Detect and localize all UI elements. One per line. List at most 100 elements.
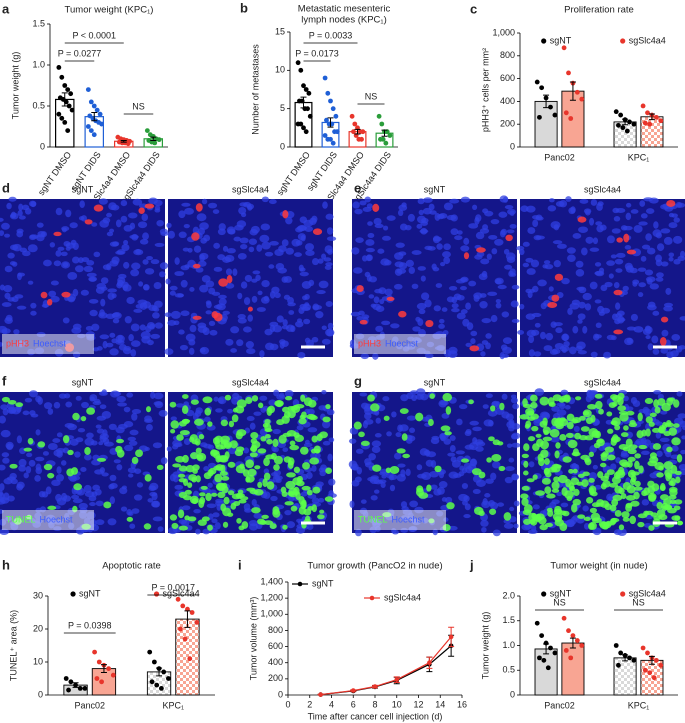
nucleus xyxy=(18,215,26,220)
nucleus xyxy=(102,340,108,349)
nucleus xyxy=(560,502,569,508)
nucleus xyxy=(554,343,565,350)
marker xyxy=(427,660,432,666)
stained-cell xyxy=(257,481,263,489)
nucleus xyxy=(36,222,44,228)
nucleus xyxy=(22,410,30,416)
nucleus xyxy=(47,408,54,415)
y-tick-label: 800 xyxy=(268,625,283,635)
nucleus xyxy=(315,452,321,459)
stained-cell xyxy=(503,512,512,521)
nucleus xyxy=(43,259,52,267)
nucleus xyxy=(677,413,685,419)
stained-cell xyxy=(609,504,617,512)
nucleus xyxy=(213,396,219,402)
nucleus xyxy=(397,209,404,217)
nucleus xyxy=(257,290,263,296)
stained-cell xyxy=(251,507,261,514)
data-point xyxy=(106,666,112,671)
nucleus xyxy=(360,499,367,504)
nucleus xyxy=(458,493,469,502)
nucleus xyxy=(142,259,149,265)
data-point xyxy=(647,670,653,676)
nucleus xyxy=(112,241,120,247)
nucleus xyxy=(159,262,169,270)
nucleus xyxy=(118,344,127,351)
nucleus xyxy=(95,424,102,429)
nucleus xyxy=(89,309,98,317)
nucleus xyxy=(501,411,510,419)
nucleus xyxy=(615,302,621,310)
nucleus xyxy=(513,500,520,507)
data-point xyxy=(645,650,650,656)
nucleus xyxy=(606,260,616,266)
data-point xyxy=(627,119,632,125)
data-point xyxy=(88,99,94,105)
nucleus xyxy=(101,389,107,395)
nucleus xyxy=(541,412,551,420)
stained-cell xyxy=(547,397,555,406)
nucleus xyxy=(79,200,85,209)
data-point xyxy=(618,112,624,118)
stained-cell xyxy=(80,415,87,422)
nucleus xyxy=(508,457,515,463)
stained-cell xyxy=(170,420,180,429)
stained-cell xyxy=(300,411,307,419)
nucleus xyxy=(610,254,617,259)
nucleus xyxy=(480,520,489,527)
nucleus xyxy=(284,509,292,516)
nucleus xyxy=(21,204,30,211)
error-bar xyxy=(72,682,79,688)
data-point xyxy=(149,679,155,685)
stained-cell xyxy=(491,453,502,462)
nucleus xyxy=(164,312,172,318)
stain-label: TUNEL xyxy=(6,514,36,524)
stained-cell xyxy=(652,427,661,433)
nucleus xyxy=(555,200,565,207)
stained-cell xyxy=(616,237,623,243)
nucleus xyxy=(248,523,259,531)
nucleus xyxy=(405,468,411,477)
nucleus xyxy=(315,310,324,319)
nucleus xyxy=(464,444,475,450)
stained-cell xyxy=(1,396,10,403)
stained-cell xyxy=(675,476,681,484)
nucleus xyxy=(129,523,136,529)
nucleus xyxy=(98,198,108,205)
stained-cell xyxy=(668,427,678,436)
stained-cell xyxy=(611,498,619,507)
nucleus xyxy=(115,219,122,228)
stained-cell xyxy=(649,452,657,459)
stained-cell xyxy=(265,433,271,439)
nucleus xyxy=(23,472,29,479)
nucleus xyxy=(288,310,295,315)
nucleus xyxy=(475,231,485,240)
stained-cell xyxy=(84,219,93,225)
nucleus xyxy=(499,195,509,203)
nucleus xyxy=(273,389,280,397)
nucleus xyxy=(0,284,5,291)
stained-cell xyxy=(610,438,617,446)
nucleus xyxy=(567,307,573,316)
nucleus xyxy=(261,196,269,203)
error-bar xyxy=(622,118,629,126)
x-tick-label: 2 xyxy=(307,699,312,709)
stained-cell xyxy=(230,502,237,510)
marker xyxy=(448,634,454,640)
nucleus xyxy=(556,243,567,249)
nucleus xyxy=(121,485,127,490)
stained-cell xyxy=(266,481,275,490)
nucleus xyxy=(647,304,657,311)
nucleus xyxy=(128,473,134,478)
nucleus xyxy=(305,249,315,257)
nucleus xyxy=(441,307,448,312)
nucleus xyxy=(16,305,27,310)
nucleus xyxy=(550,321,557,328)
stained-cell xyxy=(666,419,672,427)
nucleus xyxy=(552,348,561,355)
nucleus xyxy=(112,318,120,324)
stained-cell xyxy=(662,421,668,430)
stained-cell xyxy=(520,493,529,499)
nucleus xyxy=(287,302,296,307)
data-point xyxy=(627,655,632,661)
